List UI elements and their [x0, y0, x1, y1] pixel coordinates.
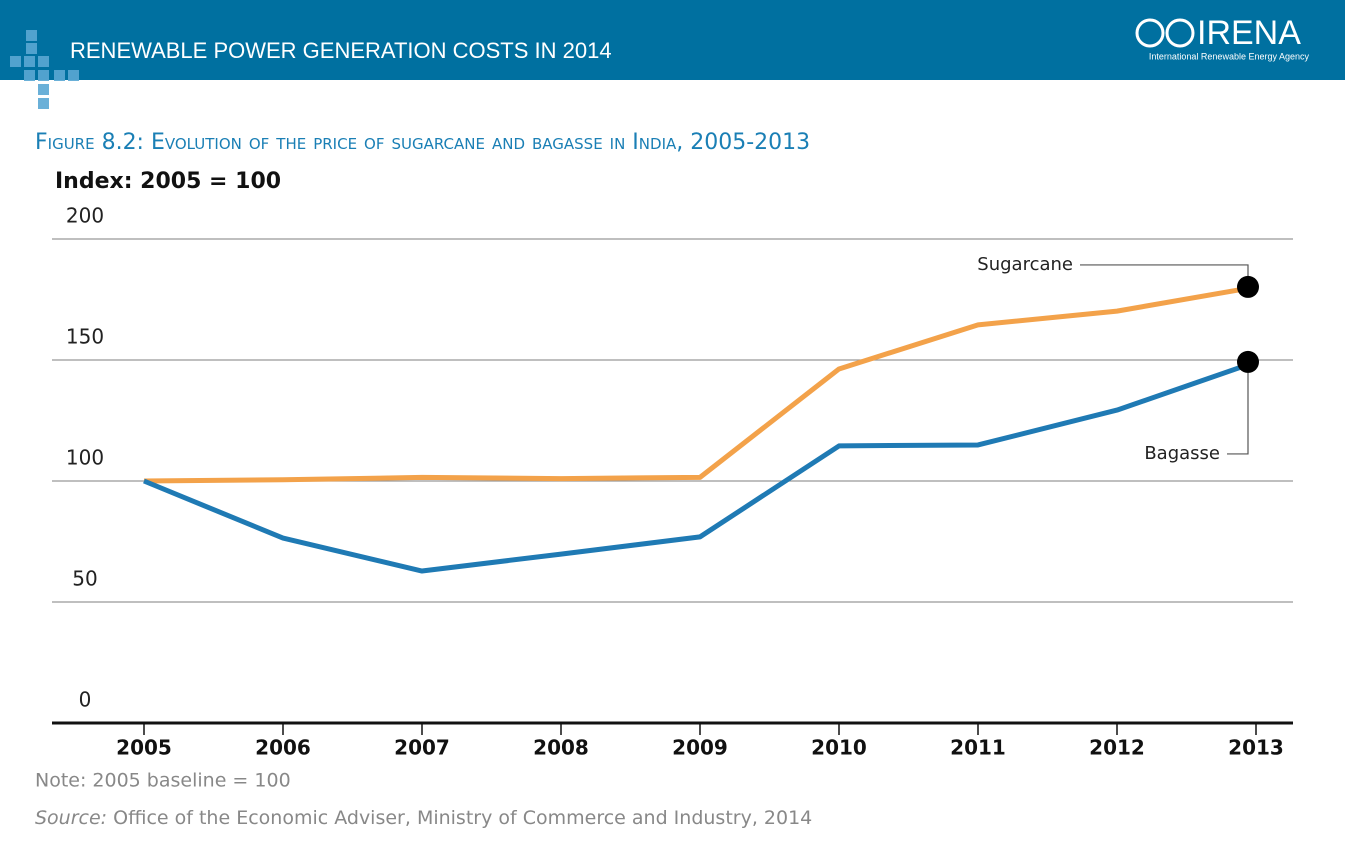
logo: IRENA: [1197, 14, 1301, 52]
figure-title: Figure 8.2: Evolution of the price of su…: [35, 130, 810, 155]
header-decoration: [10, 30, 79, 109]
x-tick-label: 2011: [950, 736, 1006, 760]
y-tick-label: 150: [66, 325, 104, 349]
source-label: Source:: [35, 807, 107, 829]
x-tick-label: 2009: [672, 736, 728, 760]
logo-icon: [1135, 18, 1195, 48]
x-tick-label: 2010: [811, 736, 867, 760]
leader-line: [1227, 361, 1249, 455]
y-axis-label: Index: 2005 = 100: [55, 169, 281, 194]
end-dot: [1237, 275, 1259, 298]
source: Source: Office of the Economic Adviser, …: [35, 807, 812, 829]
y-tick-label: 50: [72, 567, 97, 591]
end-dot: [1237, 350, 1259, 373]
note: Note: 2005 baseline = 100: [35, 770, 291, 792]
x-tick-label: 2013: [1228, 736, 1284, 760]
x-tick-label: 2012: [1089, 736, 1145, 760]
x-tick-label: 2006: [255, 736, 311, 760]
series-line: [143, 284, 1257, 484]
series-line: [143, 359, 1257, 574]
series-label: Sugarcane: [977, 254, 1073, 275]
x-tick-label: 2007: [394, 736, 450, 760]
y-tick-label: 0: [79, 688, 92, 712]
x-tick-label: 2008: [533, 736, 589, 760]
leader-line: [1080, 264, 1249, 287]
header-bar: [0, 0, 1345, 80]
y-tick-label: 200: [66, 204, 104, 228]
series-label: Bagasse: [1144, 443, 1220, 464]
source-text: Office of the Economic Adviser, Ministry…: [113, 807, 812, 829]
header-title: RENEWABLE POWER GENERATION COSTS IN 2014: [70, 38, 612, 63]
logo-subtitle: International Renewable Energy Agency: [1149, 51, 1310, 61]
y-tick-label: 100: [66, 446, 104, 470]
x-tick-label: 2005: [116, 736, 172, 760]
